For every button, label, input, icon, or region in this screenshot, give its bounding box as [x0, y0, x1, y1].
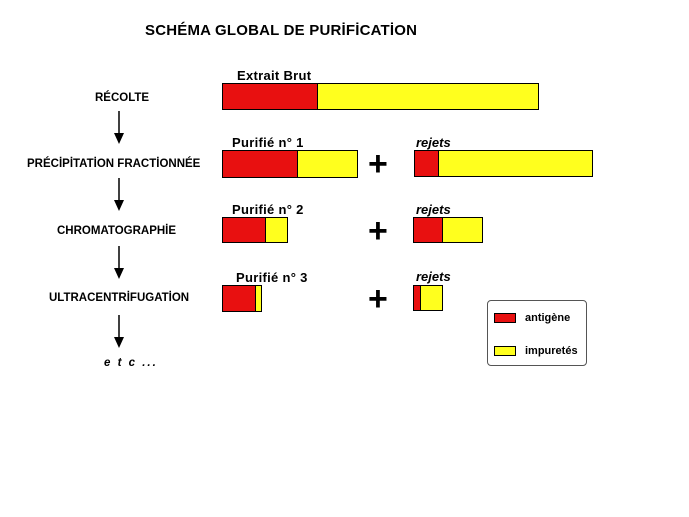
rejects-bar	[414, 150, 593, 177]
antigen-segment	[414, 286, 420, 310]
antigen-segment	[223, 151, 298, 177]
legend: antigène impuretés	[487, 300, 587, 366]
antigen-segment	[415, 151, 438, 176]
step-label-harvest: RÉCOLTE	[95, 92, 150, 104]
antigen-segment	[223, 286, 256, 311]
plus-sign: +	[368, 145, 388, 183]
impurity-segment	[317, 84, 538, 109]
product-bar	[222, 150, 358, 178]
plus-sign: +	[368, 280, 388, 318]
rejects-label: rejets	[416, 269, 451, 284]
product-label-purified-1: Purifié n° 1	[232, 135, 304, 150]
down-arrow-icon	[114, 315, 124, 348]
product-bar	[222, 83, 539, 110]
down-arrow-icon	[114, 178, 124, 211]
step-label-ultracentrifugation: ULTRACENTRİFUGATİON	[49, 292, 190, 304]
impurity-swatch	[494, 346, 516, 356]
down-arrow-icon	[114, 246, 124, 279]
impurity-segment	[264, 218, 287, 242]
product-bar	[222, 217, 288, 243]
impurity-segment	[419, 286, 442, 310]
impurity-segment	[255, 286, 261, 311]
antigen-segment	[414, 218, 443, 242]
antigen-swatch	[494, 313, 516, 323]
step-label-precipitation: PRÉCİPİTATİON FRACTİONNÉE	[27, 158, 201, 170]
etc-label: e t c ...	[104, 357, 158, 369]
impurity-segment	[297, 151, 357, 177]
rejects-bar	[413, 285, 443, 311]
rejects-bar	[413, 217, 483, 243]
impurity-segment	[442, 218, 482, 242]
rejects-label: rejets	[416, 135, 451, 150]
rejects-label: rejets	[416, 202, 451, 217]
down-arrow-icon	[114, 111, 124, 144]
product-label-purified-3: Purifié n° 3	[236, 270, 308, 285]
legend-impurity-label: impuretés	[525, 345, 578, 357]
step-label-chromatography: CHROMATOGRAPHİE	[57, 225, 177, 237]
antigen-segment	[223, 218, 265, 242]
product-label-crude: Extrait Brut	[237, 68, 312, 83]
legend-antigen-label: antigène	[525, 312, 571, 324]
impurity-segment	[437, 151, 592, 176]
product-bar	[222, 285, 262, 312]
diagram-title: SCHÉMA GLOBAL DE PURİFİCATİON	[145, 22, 418, 39]
antigen-segment	[223, 84, 318, 109]
plus-sign: +	[368, 212, 388, 250]
product-label-purified-2: Purifié n° 2	[232, 202, 304, 217]
